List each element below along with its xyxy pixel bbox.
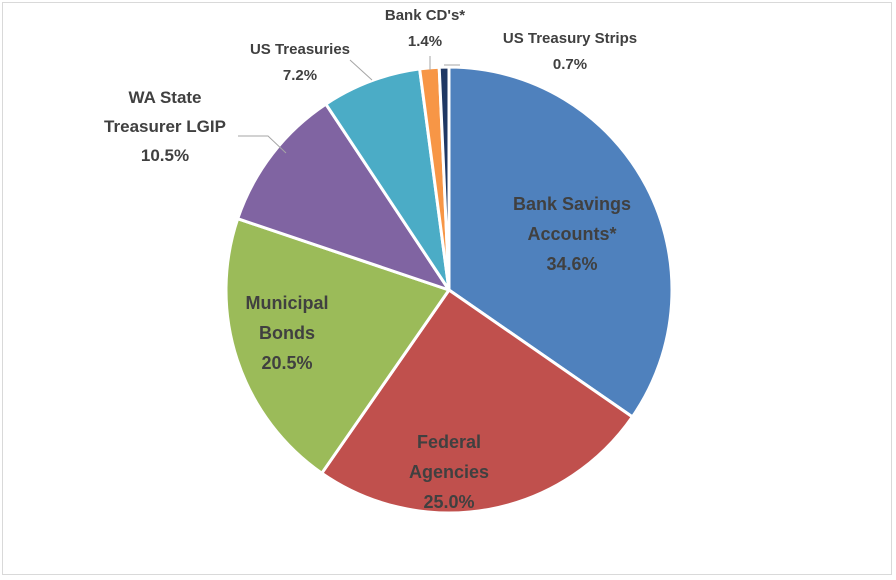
slice-category-label: Agencies [409, 462, 489, 482]
leader-lines [238, 56, 460, 154]
slice-category-label: Bank Savings [513, 194, 631, 214]
slice-category-label: Bonds [259, 323, 315, 343]
pie-slice-municipal-bonds [224, 217, 451, 475]
slice-category-label: Treasurer LGIP [104, 117, 226, 136]
slice-percent-label: 34.6% [546, 254, 597, 274]
data-label-wa-state-treasurer-lgip: WA State Treasurer LGIP 10.5% [104, 88, 226, 165]
slice-percent-label: 0.7% [553, 56, 587, 73]
slice-category-label: Bank CD's* [385, 7, 465, 24]
data-label-federal-agencies: Federal Agencies 25.0% [409, 432, 489, 512]
leader-line-wa-state-treasurer-lgip [238, 135, 287, 154]
pie-slice-us-treasuries [324, 67, 451, 292]
data-label-us-treasury-strips: US Treasury Strips 0.7% [503, 30, 637, 73]
data-label-municipal-bonds: Municipal Bonds 20.5% [245, 293, 328, 373]
slice-category-label: Municipal [245, 293, 328, 313]
slice-percent-label: 10.5% [141, 146, 189, 165]
pie-slice-wa-state-treasurer-lgip [236, 102, 451, 292]
pie-slice-bank-savings-accounts [447, 65, 674, 419]
slice-category-label: Accounts* [527, 224, 616, 244]
pie-slices [224, 65, 674, 515]
slice-category-label: US Treasury Strips [503, 30, 637, 47]
data-label-us-treasuries: US Treasuries 7.2% [250, 41, 350, 84]
slice-percent-label: 1.4% [408, 33, 442, 50]
data-labels: Bank Savings Accounts* 34.6% Federal Agencie… [104, 7, 637, 512]
pie-slice-us-treasury-strips [437, 65, 451, 292]
slice-category-label: Federal [417, 432, 481, 452]
slice-category-label: US Treasuries [250, 41, 350, 58]
slice-percent-label: 25.0% [423, 492, 474, 512]
slice-percent-label: 7.2% [283, 67, 317, 84]
slice-percent-label: 20.5% [261, 353, 312, 373]
leader-line-us-treasuries [349, 59, 373, 81]
pie-slice-federal-agencies [320, 288, 634, 515]
data-label-bank-cd-s: Bank CD's* 1.4% [385, 7, 465, 50]
data-label-bank-savings-accounts: Bank Savings Accounts* 34.6% [513, 194, 631, 274]
slice-category-label: WA State [128, 88, 201, 107]
